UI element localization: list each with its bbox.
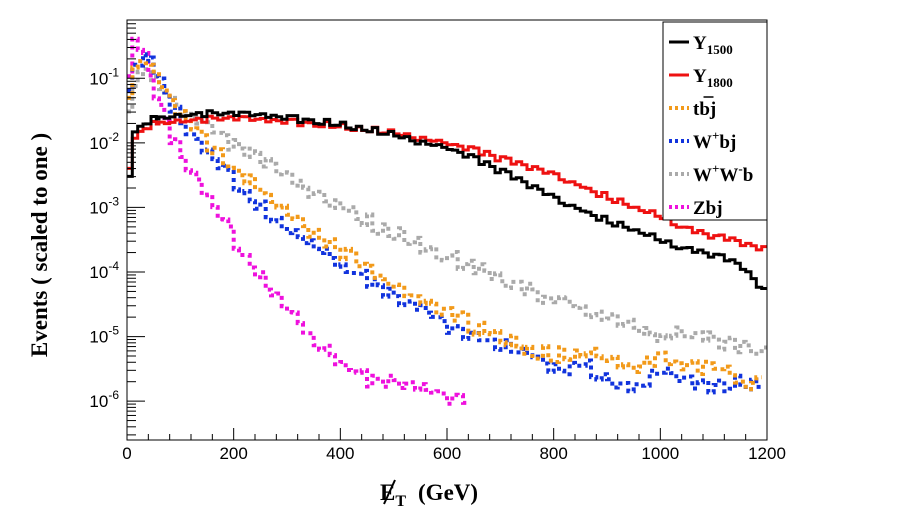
y-axis-title: Events ( scaled to one ) — [27, 133, 52, 357]
series-line-zbj — [127, 36, 469, 406]
x-tick-label: 1200 — [748, 444, 786, 463]
y-tick-label: 10-4 — [89, 259, 119, 282]
y-tick-label: 10-1 — [89, 65, 119, 88]
x-axis-title-slash — [383, 479, 396, 505]
y-tick-label: 10-5 — [89, 324, 119, 347]
legend-label-tbbarj: tbj — [693, 99, 716, 120]
ticks-layer: 0 200 400 600 800 1000 1200 10-1 10-2 10-3 10-4 10-… — [89, 19, 786, 463]
legend: Y1500 Y1800 tbj W+bj W+W-b Zbj — [662, 21, 768, 221]
series-line-y1800 — [127, 114, 767, 252]
x-axis-title-subscript: T — [395, 493, 406, 510]
x-tick-label: 800 — [539, 444, 567, 463]
legend-label-y1500: Y1500 — [693, 33, 733, 57]
x-tick-label: 1000 — [641, 444, 679, 463]
series-line-tbbarj — [127, 59, 762, 392]
x-tick-label: 600 — [433, 444, 461, 463]
y-tick-label: 10-6 — [89, 388, 119, 411]
x-tick-label: 200 — [219, 444, 247, 463]
y-tick-label: 10-2 — [89, 130, 119, 153]
svg-text:ET(GeV): ET (GeV) — [380, 480, 478, 510]
x-tick-label: 400 — [326, 444, 354, 463]
series-layer — [127, 36, 767, 406]
x-tick-label: 0 — [122, 444, 131, 463]
x-axis-title: ET (GeV) — [380, 479, 478, 510]
series-line-y1500 — [127, 109, 767, 290]
legend-label-zbj: Zbj — [693, 198, 723, 219]
legend-label-wbj: W+bj — [693, 128, 736, 153]
legend-box — [662, 21, 768, 221]
legend-label-ww: W+W-b — [693, 161, 753, 186]
y-tick-label: 10-3 — [89, 194, 119, 217]
legend-label-y1800: Y1800 — [693, 66, 733, 90]
series-line-ww — [127, 67, 767, 356]
x-axis-title-units: (GeV) — [418, 480, 478, 505]
